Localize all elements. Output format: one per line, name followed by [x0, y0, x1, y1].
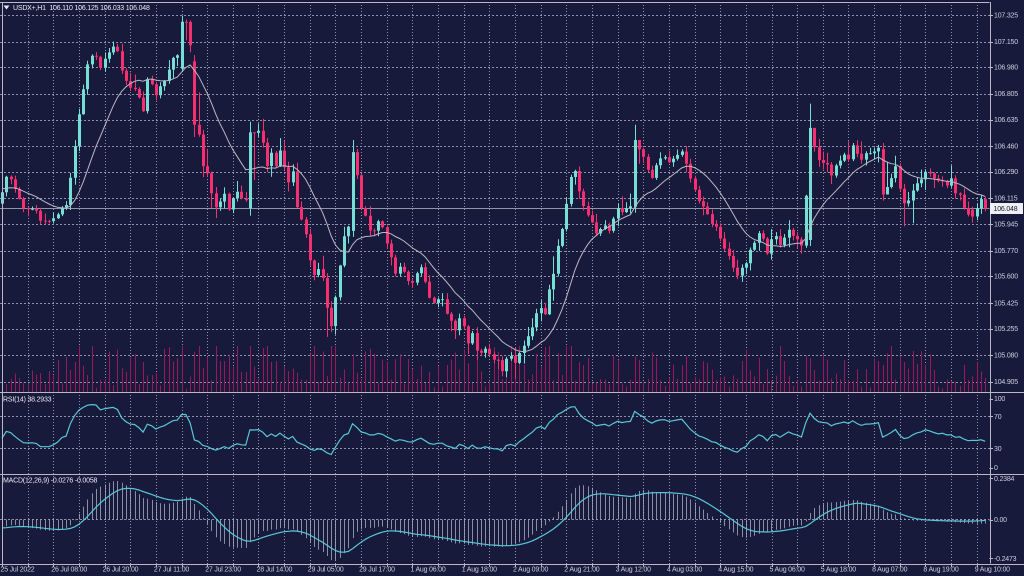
- svg-text:5 Aug 06:00: 5 Aug 06:00: [770, 567, 805, 574]
- svg-text:27 Jul 11:00: 27 Jul 11:00: [154, 567, 190, 574]
- svg-text:30: 30: [994, 446, 1002, 453]
- svg-text:105.425: 105.425: [994, 300, 1018, 307]
- svg-text:9 Aug 10:00: 9 Aug 10:00: [975, 567, 1010, 574]
- svg-text:106.635: 106.635: [994, 117, 1018, 124]
- svg-text:106.805: 106.805: [994, 91, 1018, 98]
- svg-text:106.460: 106.460: [994, 143, 1018, 150]
- svg-text:26 Jul 08:00: 26 Jul 08:00: [51, 567, 87, 574]
- svg-text:5 Aug 18:00: 5 Aug 18:00: [821, 567, 856, 574]
- svg-text:106.115: 106.115: [994, 196, 1018, 203]
- svg-text:0.00: 0.00: [994, 517, 1007, 524]
- svg-text:4 Aug 15:00: 4 Aug 15:00: [718, 567, 753, 574]
- svg-text:107.150: 107.150: [994, 39, 1018, 46]
- svg-text:-0.2473: -0.2473: [994, 556, 1017, 563]
- svg-text:1 Aug 06:00: 1 Aug 06:00: [410, 567, 445, 574]
- svg-text:70: 70: [994, 414, 1002, 421]
- svg-text:100: 100: [994, 396, 1005, 403]
- svg-text:105.945: 105.945: [994, 222, 1018, 229]
- svg-text:25 Jul 2022: 25 Jul 2022: [1, 567, 35, 574]
- svg-text:0.2384: 0.2384: [994, 476, 1015, 483]
- svg-text:106.290: 106.290: [994, 169, 1018, 176]
- svg-text:105.770: 105.770: [994, 248, 1018, 255]
- svg-text:0: 0: [994, 465, 998, 472]
- svg-text:107.325: 107.325: [994, 12, 1018, 19]
- svg-text:29 Jul 05:00: 29 Jul 05:00: [308, 567, 344, 574]
- svg-text:105.080: 105.080: [994, 353, 1018, 360]
- svg-text:8 Aug 19:00: 8 Aug 19:00: [923, 567, 958, 574]
- svg-text:106.048: 106.048: [994, 206, 1018, 213]
- svg-text:106.980: 106.980: [994, 65, 1018, 72]
- svg-text:4 Aug 03:00: 4 Aug 03:00: [667, 567, 702, 574]
- svg-text:104.905: 104.905: [994, 379, 1018, 386]
- svg-text:27 Jul 23:00: 27 Jul 23:00: [205, 567, 241, 574]
- svg-text:26 Jul 20:00: 26 Jul 20:00: [103, 567, 139, 574]
- svg-text:2 Aug 21:00: 2 Aug 21:00: [564, 567, 599, 574]
- svg-text:29 Jul 17:00: 29 Jul 17:00: [359, 567, 395, 574]
- svg-text:2 Aug 09:00: 2 Aug 09:00: [513, 567, 548, 574]
- svg-text:MACD(12,26,9) -0.0276 -0.0058: MACD(12,26,9) -0.0276 -0.0058: [3, 478, 98, 485]
- svg-text:RSI(14) 38.2933: RSI(14) 38.2933: [3, 397, 52, 404]
- svg-text:28 Jul 14:00: 28 Jul 14:00: [257, 567, 293, 574]
- svg-text:1 Aug 18:00: 1 Aug 18:00: [462, 567, 497, 574]
- svg-text:105.600: 105.600: [994, 274, 1018, 281]
- svg-text:USDX+,H1 106.110 106.125 106.: USDX+,H1 106.110 106.125 106.033 106.048: [13, 5, 150, 12]
- svg-text:8 Aug 07:00: 8 Aug 07:00: [872, 567, 907, 574]
- svg-text:105.255: 105.255: [994, 326, 1018, 333]
- svg-text:3 Aug 12:00: 3 Aug 12:00: [616, 567, 651, 574]
